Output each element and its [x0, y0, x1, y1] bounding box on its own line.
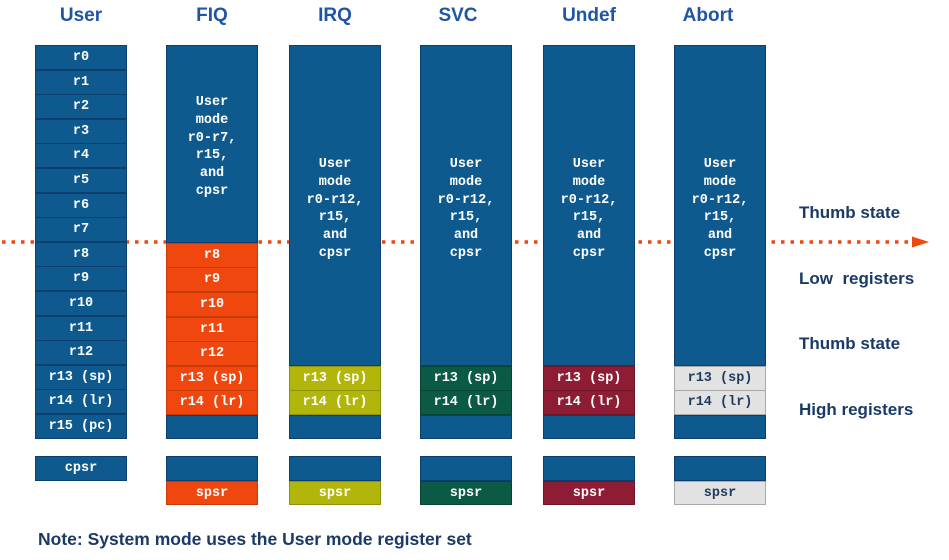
register-cell: r9: [35, 266, 127, 292]
spsr-cell: spsr: [289, 481, 381, 505]
shared-line: cpsr: [572, 246, 606, 261]
register-cell: r4: [35, 143, 127, 169]
pc-slot-cell: [420, 415, 512, 439]
register-cell: r11: [35, 315, 127, 341]
register-cell: r1: [35, 69, 127, 95]
banked-register-cell: r13 (sp): [166, 365, 258, 391]
banked-register-cell: r10: [166, 292, 258, 317]
banked-register-cell: r13 (sp): [674, 365, 766, 391]
shared-line: cpsr: [449, 246, 483, 261]
register-cell: r5: [35, 168, 127, 193]
header-svc: SVC: [438, 5, 478, 26]
cpsr-slot-cell: [543, 456, 635, 481]
shared-line: User: [572, 157, 606, 172]
shared-line: User: [195, 95, 229, 110]
shared-line: mode: [195, 112, 229, 128]
shared-line: r0-r12,: [437, 192, 495, 208]
shared-line: r0-r12,: [306, 192, 364, 208]
shared-line: and: [199, 166, 225, 182]
header-undef: Undef: [562, 5, 616, 26]
register-cell: r0: [35, 45, 127, 70]
shared-line: and: [707, 228, 733, 244]
shared-line: r15,: [318, 210, 352, 226]
register-cell: r13 (sp): [35, 364, 127, 390]
shared-line: User: [703, 157, 737, 172]
thumb-boundary-arrow: [2, 236, 929, 248]
banked-register-cell: r14 (lr): [674, 390, 766, 416]
pc-slot-cell: [289, 415, 381, 439]
spsr-cell: spsr: [543, 481, 635, 505]
pc-slot-cell: [543, 415, 635, 439]
banked-register-cell: r11: [166, 316, 258, 342]
cpsr-slot-cell: [166, 456, 258, 481]
shared-line: mode: [449, 174, 483, 190]
banked-register-cell: r8: [166, 242, 258, 268]
shared-line: r0-r12,: [560, 192, 618, 208]
legend-high-registers: Thumb state High registers: [799, 289, 913, 443]
pc-slot-cell: [674, 415, 766, 439]
register-cell: r10: [35, 291, 127, 316]
shared-line: r15,: [703, 210, 737, 226]
shared-registers-block: User mode r0-r12, r15, and cpsr: [420, 45, 512, 366]
spsr-cell: spsr: [420, 481, 512, 505]
legend-low-line-2: Low registers: [799, 269, 915, 288]
shared-line: r15,: [195, 148, 229, 164]
shared-line: and: [576, 228, 602, 244]
shared-line: User: [318, 157, 352, 172]
shared-line: r0-r12,: [691, 192, 749, 208]
footnote: Note: System mode uses the User mode reg…: [38, 529, 472, 549]
shared-line: r15,: [449, 210, 483, 226]
legend-high-line-1: Thumb state: [799, 334, 901, 353]
shared-line: cpsr: [318, 246, 352, 261]
cpsr-slot-cell: [420, 456, 512, 481]
shared-line: mode: [318, 174, 352, 190]
shared-line: mode: [703, 174, 737, 190]
register-cell: r3: [35, 118, 127, 144]
shared-line: r15,: [572, 210, 606, 226]
banked-register-cell: r14 (lr): [420, 390, 512, 416]
shared-registers-block: User mode r0-r7, r15, and cpsr: [166, 45, 258, 243]
banked-register-cell: r14 (lr): [543, 390, 635, 416]
register-cell: r2: [35, 94, 127, 120]
shared-line: r0-r7,: [187, 130, 237, 146]
banked-register-cell: r12: [166, 341, 258, 367]
shared-line: and: [453, 228, 479, 244]
shared-line: cpsr: [195, 184, 229, 199]
banked-register-cell: r14 (lr): [289, 390, 381, 416]
shared-line: mode: [572, 174, 606, 190]
header-fiq: FIQ: [196, 5, 228, 26]
banked-register-cell: r9: [166, 267, 258, 293]
cpsr-slot-cell: [289, 456, 381, 481]
register-cell: r8: [35, 241, 127, 267]
register-cell: r7: [35, 217, 127, 243]
shared-line: and: [322, 228, 348, 244]
shared-line: cpsr: [703, 246, 737, 261]
banked-register-cell: r14 (lr): [166, 390, 258, 416]
banked-register-cell: r13 (sp): [420, 365, 512, 391]
legend-low-line-1: Thumb state: [799, 203, 901, 222]
header-user: User: [59, 5, 103, 26]
register-cell: r15 (pc): [35, 414, 127, 439]
header-irq: IRQ: [318, 5, 352, 26]
spsr-cell: spsr: [674, 481, 766, 505]
register-cell: r14 (lr): [35, 389, 127, 415]
shared-line: User: [449, 157, 483, 172]
legend-low-registers: Thumb state Low registers: [799, 158, 914, 312]
shared-registers-block: User mode r0-r12, r15, and cpsr: [289, 45, 381, 366]
shared-registers-block: User mode r0-r12, r15, and cpsr: [674, 45, 766, 366]
banked-register-cell: r13 (sp): [289, 365, 381, 391]
header-abort: Abort: [682, 5, 734, 26]
pc-slot-cell: [166, 415, 258, 439]
spsr-cell: spsr: [166, 481, 258, 505]
cpsr-cell: cpsr: [35, 456, 127, 481]
banked-register-cell: r13 (sp): [543, 365, 635, 391]
register-cell: r6: [35, 192, 127, 218]
shared-registers-block: User mode r0-r12, r15, and cpsr: [543, 45, 635, 366]
legend-high-line-2: High registers: [799, 400, 914, 419]
register-cell: r12: [35, 340, 127, 366]
cpsr-slot-cell: [674, 456, 766, 481]
